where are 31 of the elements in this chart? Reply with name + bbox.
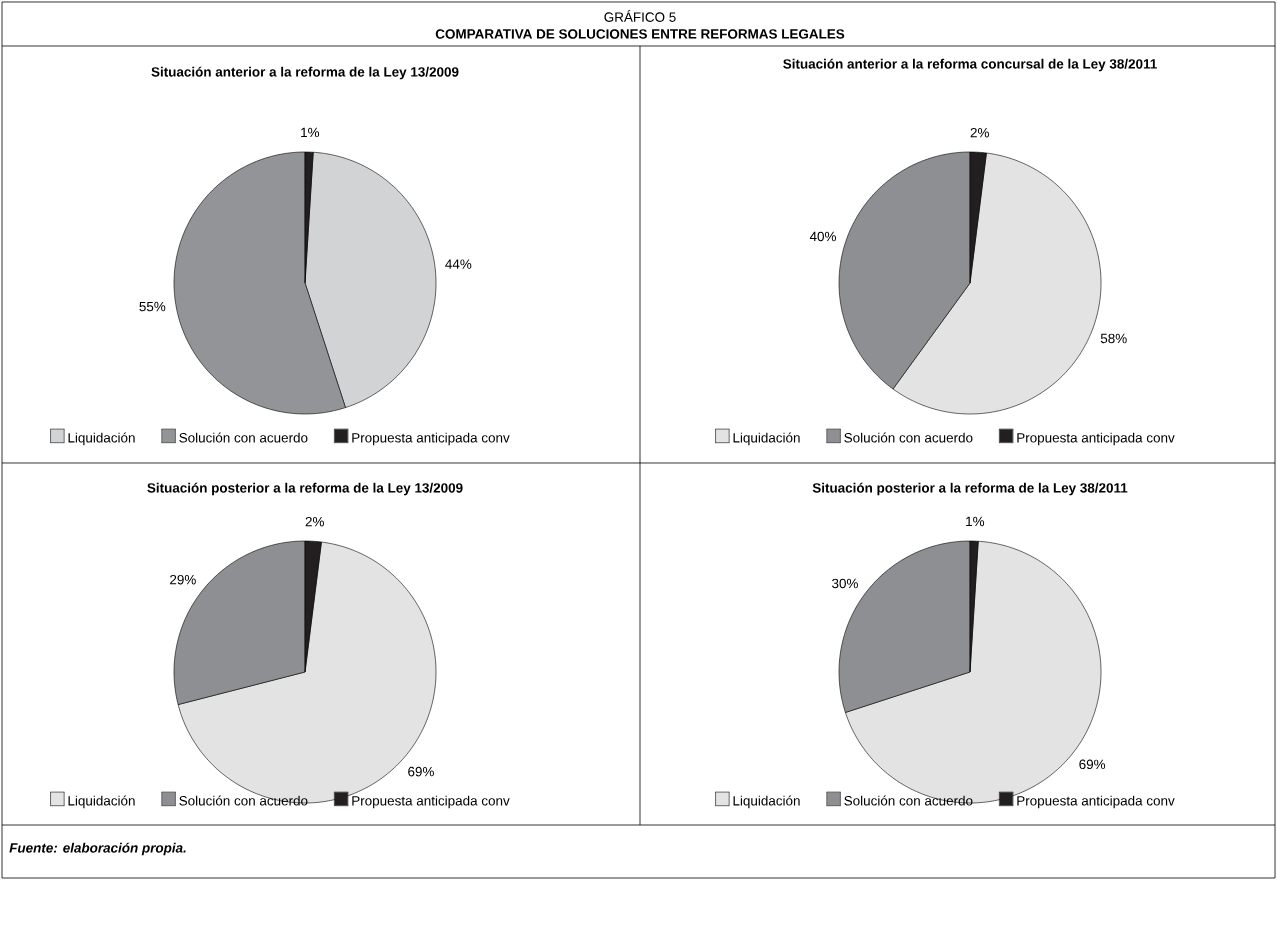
- data-label: 1%: [301, 127, 320, 138]
- legend-label: Propuesta anticipada conv: [352, 795, 510, 809]
- chart-title: Situación anterior a la reforma concursal de la Ley 38/2011: [783, 58, 1157, 72]
- data-label: 69%: [1079, 759, 1106, 770]
- chart-title: Situación posterior a la reforma de la Ley 13/2009: [147, 482, 463, 496]
- data-label: 58%: [1100, 333, 1127, 344]
- legend-label: Liquidación: [68, 432, 135, 446]
- data-label: 40%: [809, 231, 836, 242]
- legend-label: Propuesta anticipada conv: [352, 432, 510, 446]
- legend-label: Solución con acuerdo: [179, 432, 308, 443]
- legend-label: Solución con acuerdo: [844, 795, 973, 806]
- data-label: 69%: [408, 766, 434, 777]
- text: COMPARATIVA DE SOLUCIONES ENTRE REFORMAS LEGALES: [435, 29, 845, 39]
- legend-label: Liquidación: [68, 795, 135, 809]
- legend-label: Liquidación: [733, 795, 800, 809]
- legend-label: Liquidación: [733, 432, 800, 446]
- data-label: 2%: [305, 516, 324, 527]
- legend-label: Solución con acuerdo: [844, 432, 973, 443]
- source-note: Fuente: elaboración propia.: [9, 842, 186, 856]
- data-label: 44%: [445, 259, 472, 269]
- data-label: 55%: [139, 301, 166, 312]
- legend-label: Propuesta anticipada conv: [1017, 432, 1175, 446]
- legend-label: Propuesta anticipada conv: [1017, 795, 1175, 809]
- legend-label: Solución con acuerdo: [179, 795, 308, 806]
- chart-title: Situación posterior a la reforma de la Ley 38/2011: [812, 482, 1128, 496]
- text: GRÁFICO 5: [604, 10, 676, 22]
- chart-title: Situación anterior a la reforma de la Ley 13/2009: [151, 66, 459, 80]
- data-label: 2%: [970, 127, 989, 138]
- data-label: 29%: [170, 574, 196, 585]
- data-label: 30%: [832, 578, 858, 589]
- data-label: 1%: [966, 516, 985, 527]
